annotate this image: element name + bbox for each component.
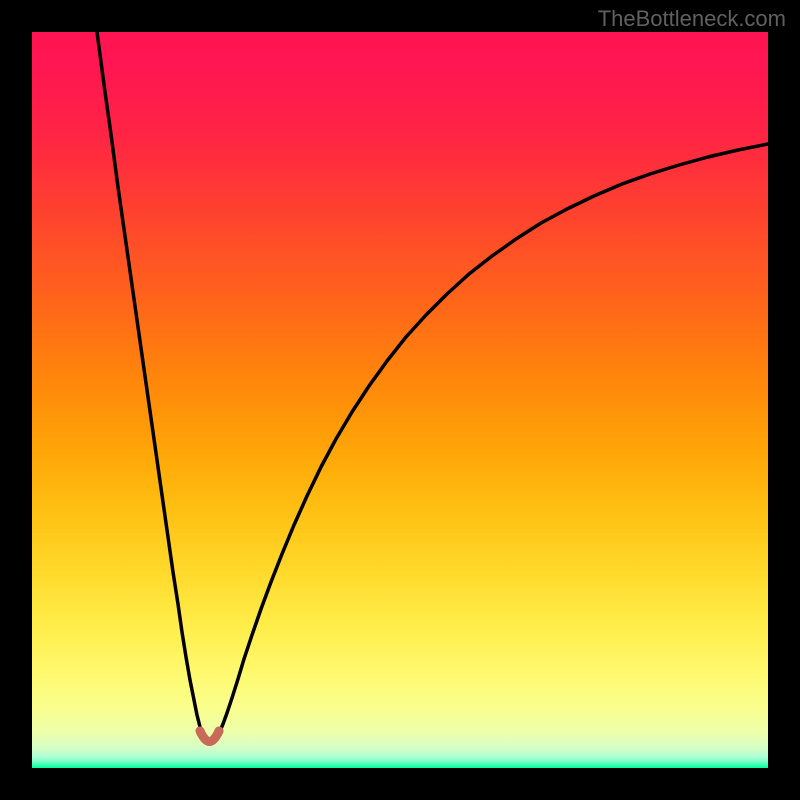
chart-frame: TheBottleneck.com [0, 0, 800, 800]
marker-dot-1 [215, 727, 224, 736]
marker-dot-0 [196, 727, 205, 736]
chart-svg [32, 32, 768, 768]
chart-plot [32, 32, 768, 768]
watermark-text: TheBottleneck.com [598, 6, 786, 32]
gradient-background [32, 32, 768, 768]
